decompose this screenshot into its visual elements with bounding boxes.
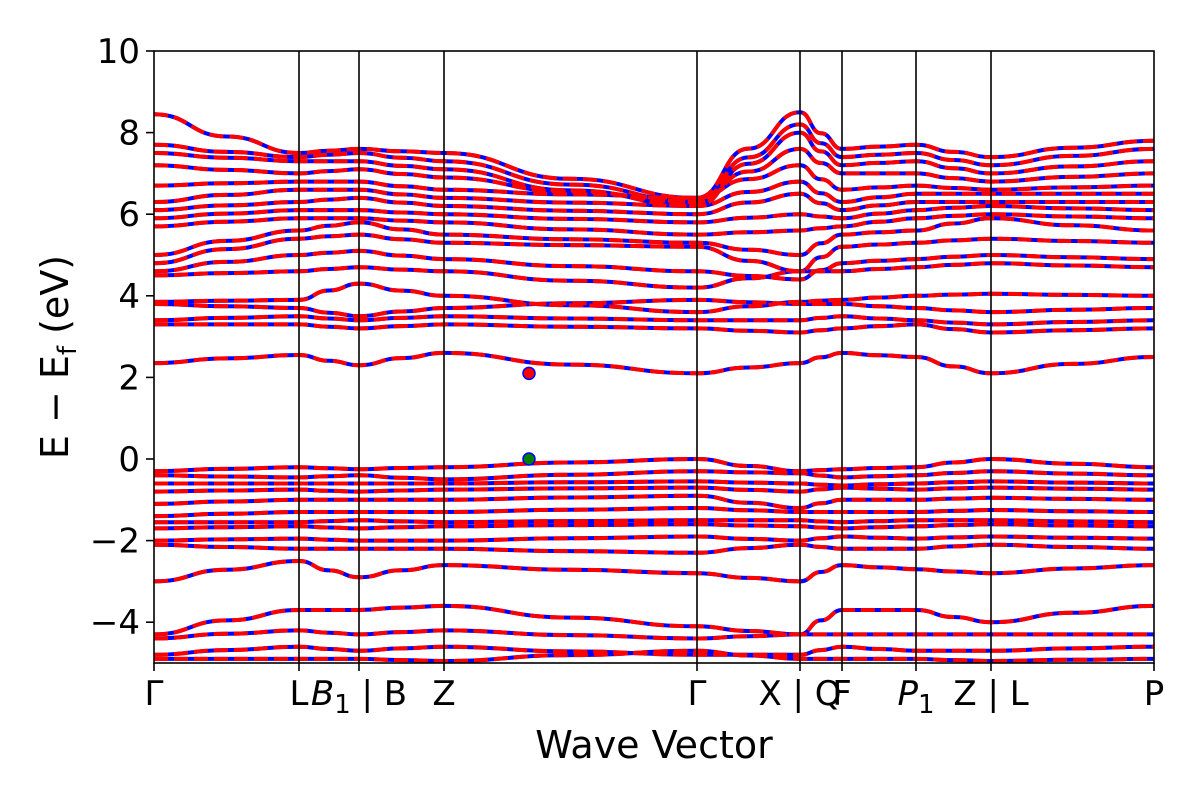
xtick-label-6: F — [832, 674, 852, 714]
bands-layer — [154, 110, 1154, 663]
ytick-label-7: −4 — [90, 603, 140, 643]
band-8-dashed — [154, 212, 1154, 237]
band-21-dashed — [154, 485, 1154, 494]
marker-vbm — [522, 452, 536, 466]
xtick-label-5: X | Q — [758, 674, 841, 714]
x-axis-label: Wave Vector — [535, 723, 773, 767]
xtick-label-0: Γ — [145, 674, 164, 714]
band-27-dashed — [154, 542, 1154, 555]
xtick-label-7: P1 — [897, 674, 934, 720]
band-25-dashed — [154, 522, 1154, 531]
y-axis-label-sub: f — [53, 345, 83, 355]
band-19-dashed — [154, 469, 1154, 482]
xtick-label-4: Γ — [688, 674, 707, 714]
band-29-solid — [154, 603, 1154, 637]
band-12-dashed — [154, 261, 1154, 290]
plot-frame — [153, 50, 1155, 664]
kpoint-lines — [298, 51, 992, 663]
band-26-dashed — [154, 534, 1154, 543]
band-9-solid — [154, 216, 1154, 258]
band-14-dashed — [154, 297, 1154, 319]
band-1-dashed — [154, 122, 1154, 205]
band-31-dashed — [154, 644, 1154, 657]
band-3-dashed — [154, 146, 1154, 205]
marker-cbm — [522, 366, 536, 381]
xtick-label-9: P — [1144, 674, 1165, 714]
ytick-label-1: 8 — [118, 114, 140, 154]
band-2-dashed — [154, 130, 1154, 209]
band-6-dashed — [154, 191, 1154, 217]
band-12-solid — [154, 261, 1154, 290]
ytick-label-0: 10 — [97, 32, 140, 72]
band-32-dashed — [154, 648, 1154, 663]
ytick-label-3: 4 — [118, 277, 140, 317]
y-axis-label-unit: (eV) — [33, 255, 77, 346]
band-7-dashed — [154, 203, 1154, 225]
band-edge-markers — [522, 366, 536, 466]
ytick-label-5: 0 — [118, 440, 140, 480]
band-18-dashed — [154, 456, 1154, 474]
ytick-label-4: 2 — [118, 358, 140, 398]
ytick-label-6: −2 — [90, 522, 140, 562]
y-ticks: 10 8 6 4 2 0 −2 −4 — [90, 32, 154, 643]
band-10-solid — [154, 232, 1154, 274]
band-22-dashed — [154, 493, 1154, 511]
band-16-dashed — [154, 322, 1154, 335]
ytick-label-2: 6 — [118, 195, 140, 235]
band-30-dashed — [154, 628, 1154, 641]
x-ticks: Γ L B1 | B Z Γ X | QF P1 Z | L P — [145, 663, 1165, 720]
band-23-dashed — [154, 505, 1154, 519]
band-28-dashed — [154, 558, 1154, 584]
band-4-dashed — [154, 163, 1154, 200]
band-20-dashed — [154, 479, 1154, 488]
band-0-dashed — [154, 110, 1154, 200]
y-axis-label: E − Ef (eV) — [33, 255, 83, 459]
band-11-dashed — [154, 248, 1154, 282]
xtick-label-8: Z | L — [953, 674, 1028, 714]
xtick-label-2: B1 | B — [311, 674, 407, 720]
band-13-dashed — [154, 281, 1154, 315]
xtick-label-1: L — [290, 674, 309, 714]
xtick-label-3: Z — [432, 674, 455, 714]
band-17-dashed — [154, 350, 1154, 376]
band-15-dashed — [154, 314, 1154, 327]
band-24-dashed — [154, 518, 1154, 525]
y-axis-label-main: E − E — [33, 355, 77, 459]
band-5-dashed — [154, 179, 1154, 209]
